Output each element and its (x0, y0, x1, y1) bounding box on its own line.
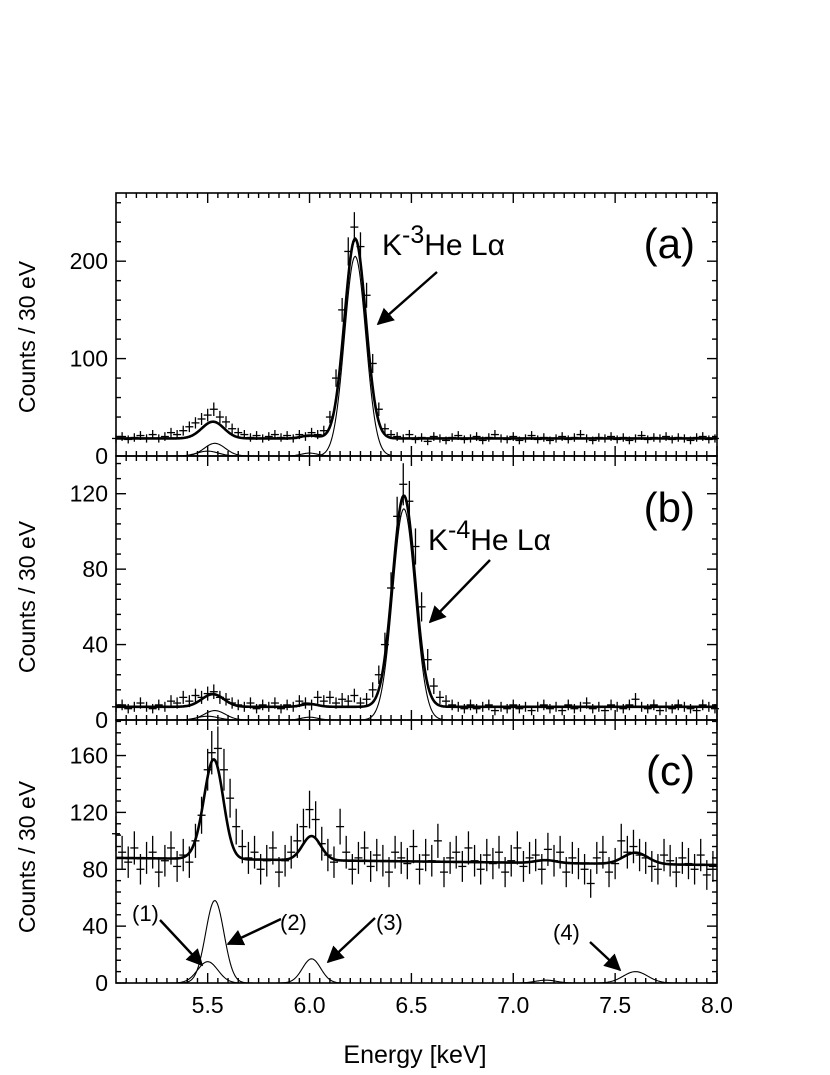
y-tick-label-b: 40 (82, 632, 108, 658)
annotation-b-prefix: K (428, 524, 448, 557)
panel-label-a: (a) (644, 220, 695, 267)
peak-label-1: (1) (132, 901, 159, 926)
component-curve-c-1 (116, 961, 717, 984)
arrow-annotation-a (376, 271, 438, 326)
annotation-b-sup: -4 (448, 516, 470, 544)
annotation-a-prefix: K (382, 229, 402, 262)
x-tick-label: 6.5 (395, 992, 427, 1018)
panel-label-b: (b) (644, 484, 695, 531)
component-curve-b-1 (116, 710, 717, 721)
panels-group: 0 100 200 0 40 80 120 0 40 80 120 160 5.5 6.0 6.5 7.0 7.… (70, 192, 733, 1018)
y-axis-label-b: Counts / 30 eV (14, 520, 40, 673)
x-tick-label: 8.0 (701, 992, 733, 1018)
y-tick-label-c: 160 (70, 743, 108, 769)
annotation-a-suffix: He Lα (424, 229, 505, 262)
annotation-a-sup: -3 (402, 221, 424, 249)
component-curve-c-4 (116, 979, 717, 984)
component-curve-c-0 (116, 900, 717, 984)
y-tick-label-b: 0 (95, 707, 108, 733)
annotation-a: K-3He Lα (382, 221, 505, 262)
y-tick-label-c: 120 (70, 799, 108, 825)
peak-label-4: (4) (553, 920, 580, 945)
annotation-b-suffix: He Lα (470, 524, 551, 557)
x-axis-label: Energy [keV] (343, 1041, 486, 1069)
panel-b: 0 40 80 120 (70, 455, 719, 733)
total-fit-curve-a (116, 237, 717, 440)
y-tick-label-c: 0 (95, 970, 108, 996)
x-tick-label: 5.5 (192, 992, 224, 1018)
peak-label-2: (2) (280, 910, 307, 935)
component-curve-c-3 (116, 971, 717, 984)
panel-c: 0 40 80 120 160 5.5 6.0 6.5 7.0 7.5 8.0 (70, 719, 733, 1018)
arrow-peak-2 (226, 917, 282, 946)
y-tick-label-a: 200 (70, 248, 108, 274)
y-tick-label-b: 80 (82, 556, 108, 582)
total-fit-curve-b (116, 494, 717, 709)
y-tick-label-b: 120 (70, 481, 108, 507)
y-tick-label-c: 40 (82, 913, 108, 939)
arrow-peak-4 (589, 941, 622, 972)
total-fit-curve-c (115, 758, 718, 867)
arrow-peak-1 (159, 919, 204, 967)
x-tick-label: 6.0 (294, 992, 326, 1018)
y-axis-label-c: Counts / 30 eV (14, 780, 40, 933)
y-tick-label-a: 0 (95, 443, 108, 469)
arrow-annotation-b (428, 559, 491, 624)
x-tick-label: 7.0 (497, 992, 529, 1018)
annotation-b: K-4He Lα (428, 516, 551, 557)
y-tick-label-c: 80 (82, 856, 108, 882)
panel-label-c: (c) (646, 747, 695, 794)
x-tick-label: 7.5 (599, 992, 631, 1018)
y-tick-label-a: 100 (70, 346, 108, 372)
y-axis-label-a: Counts / 30 eV (14, 260, 40, 413)
arrow-peak-3 (326, 917, 376, 964)
peak-label-3: (3) (376, 910, 403, 935)
component-curve-b-0 (116, 508, 717, 721)
component-curve-a-1 (116, 442, 717, 457)
